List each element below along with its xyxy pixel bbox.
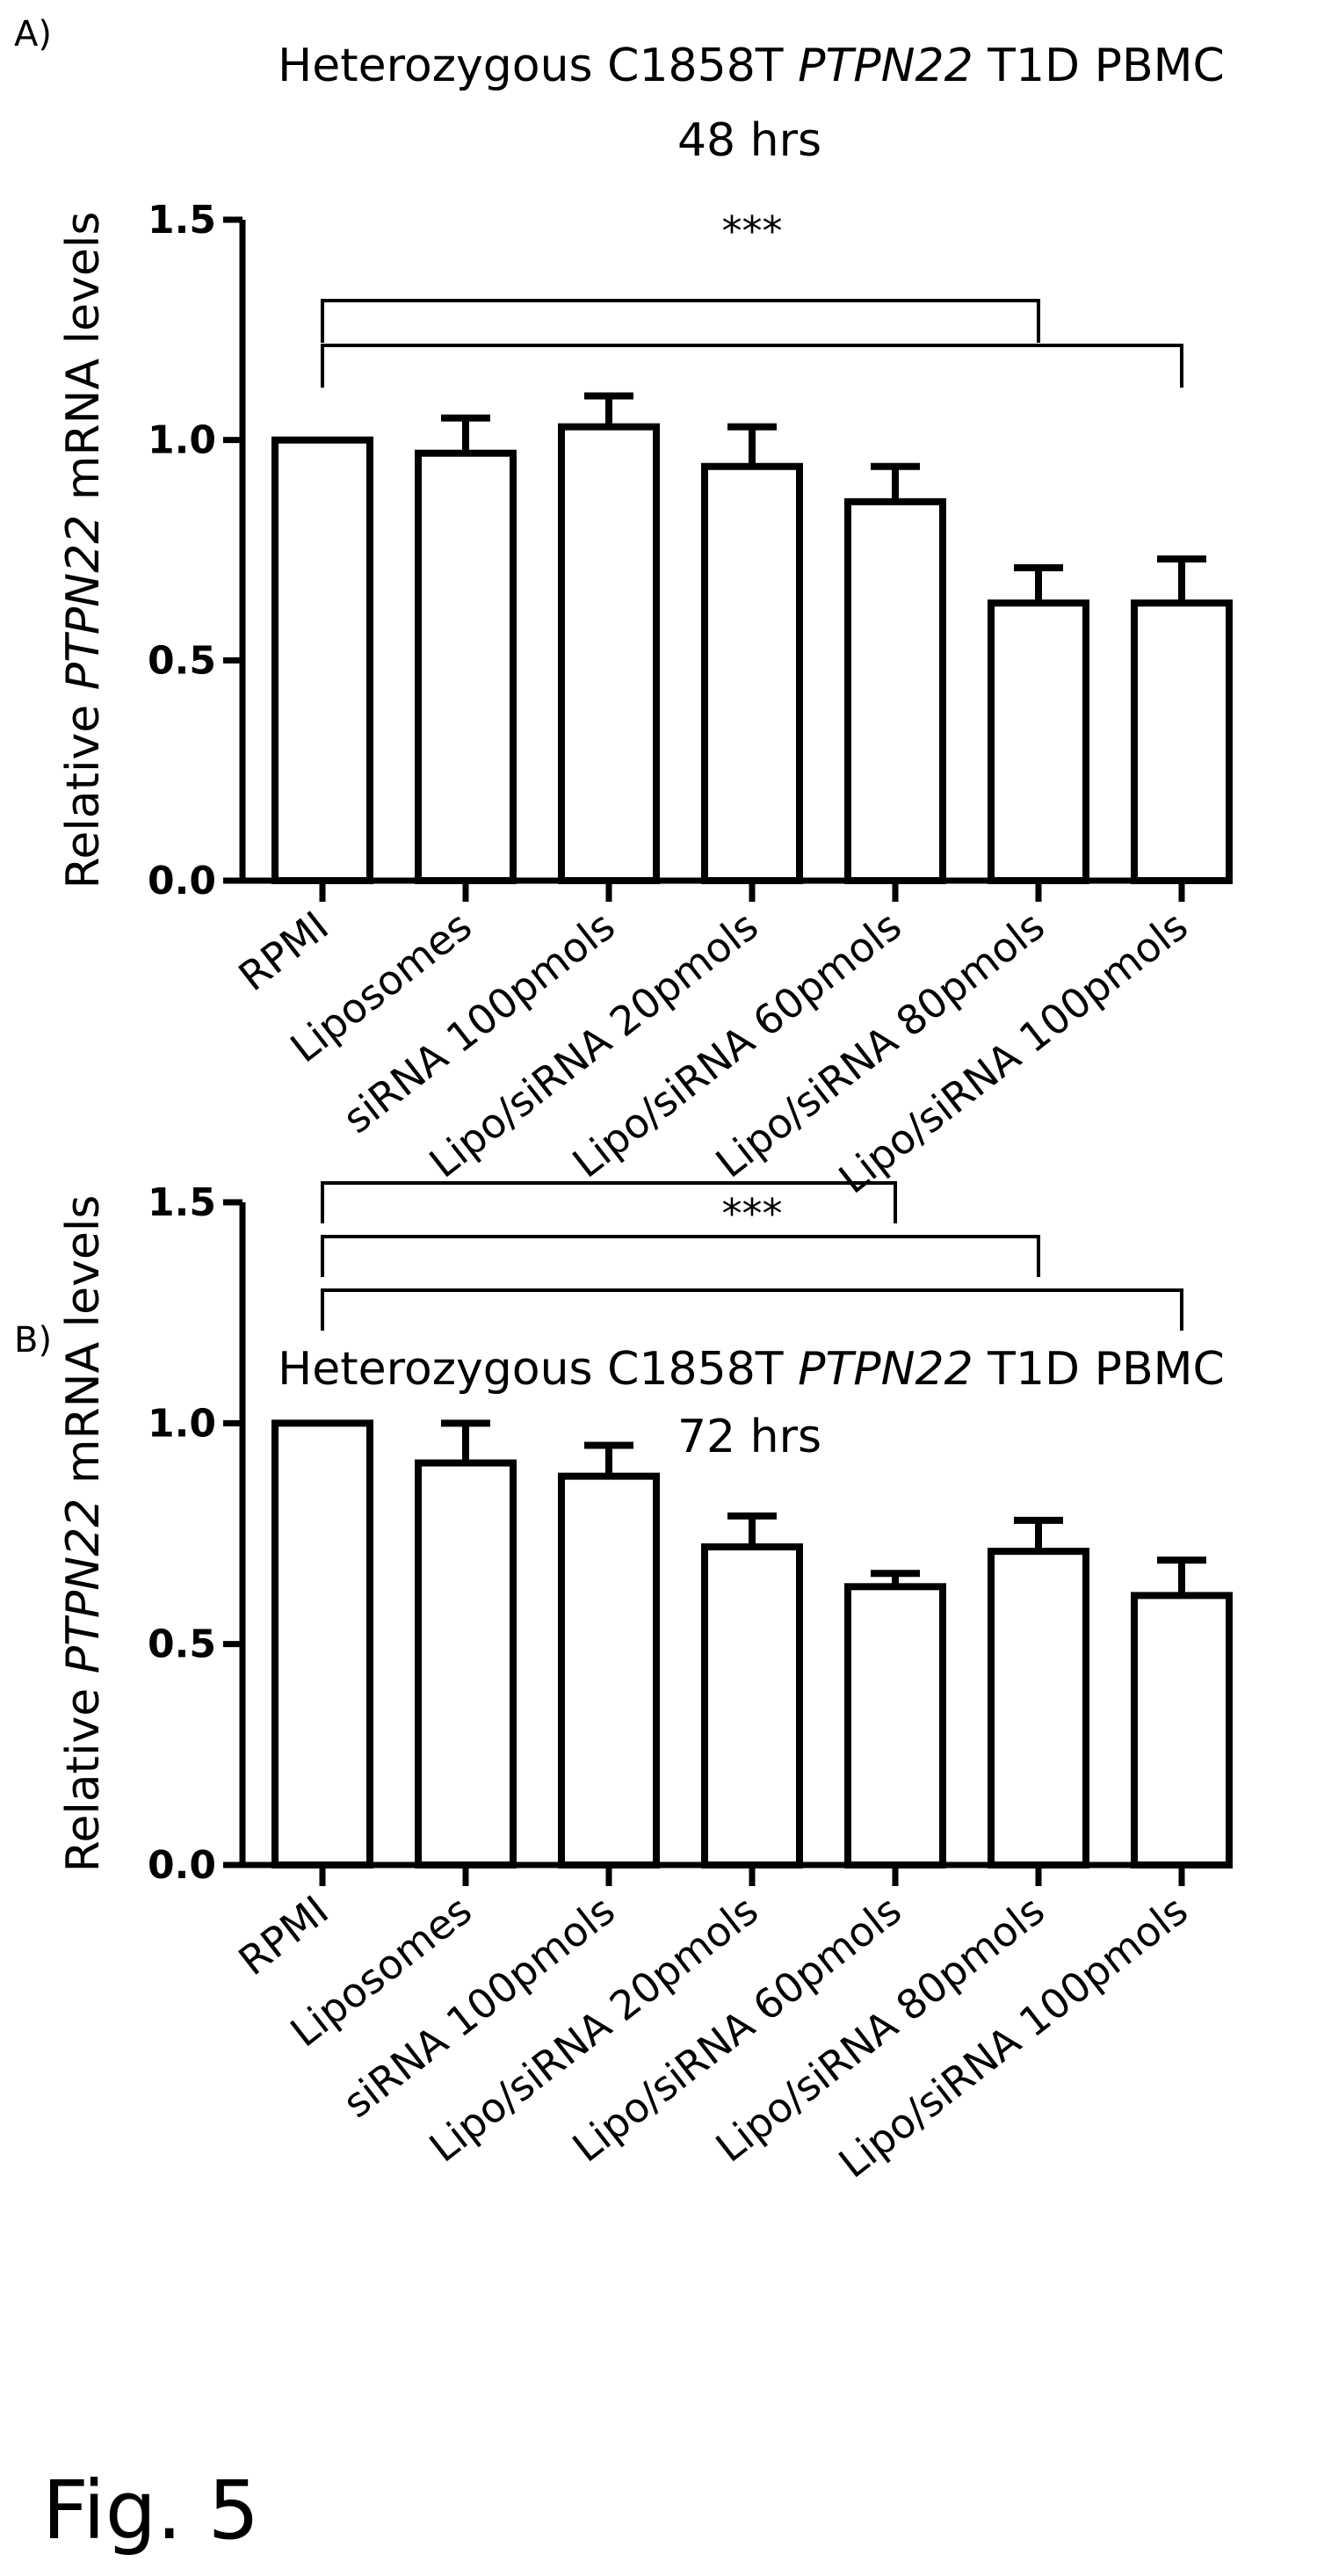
y-tick-label: 0.0 xyxy=(148,1843,216,1888)
significance-bracket xyxy=(321,1181,897,1223)
chart-title: Heterozygous C1858T PTPN22 T1D PBMC xyxy=(278,1343,1225,1396)
chart-title: Heterozygous C1858T PTPN22 T1D PBMC xyxy=(278,40,1225,92)
y-tick-label: 1.5 xyxy=(148,198,216,243)
chart-panel-1: A) Heterozygous C1858T PTPN22 T1D PBMC 48 … xyxy=(14,14,1233,1203)
significance-bracket xyxy=(321,299,1040,343)
significance-label: *** xyxy=(722,207,783,255)
panel-letter: A) xyxy=(14,14,52,54)
y-tick-label: 1.0 xyxy=(148,1401,216,1446)
bar xyxy=(415,449,517,884)
bar xyxy=(271,436,373,884)
y-tick-label: 0.5 xyxy=(148,638,216,683)
bar xyxy=(701,462,803,884)
figure-label: Fig. 5 xyxy=(42,2464,259,2558)
chart-subtitle: 48 hrs xyxy=(677,114,821,167)
y-tick-label: 1.0 xyxy=(148,418,216,463)
bar xyxy=(1131,1592,1233,1869)
y-tick-label: 0.0 xyxy=(148,859,216,903)
bar xyxy=(558,1472,660,1869)
y-axis-label: Relative PTPN22 mRNA levels xyxy=(57,212,110,889)
x-tick-label: RPMI xyxy=(230,1886,337,1985)
y-axis-label: Relative PTPN22 mRNA levels xyxy=(57,1195,110,1873)
chart-subtitle: 72 hrs xyxy=(677,1411,821,1463)
chart-panel-2: B) Heterozygous C1858T PTPN22 T1D PBMC 72 … xyxy=(14,1180,1233,2188)
significance-label: *** xyxy=(722,1190,783,1237)
bar xyxy=(988,599,1089,884)
panel-letter: B) xyxy=(14,1320,52,1361)
bar xyxy=(558,423,660,885)
bar xyxy=(415,1459,517,1869)
bar xyxy=(988,1548,1089,1869)
bar xyxy=(1131,599,1233,884)
y-tick-label: 0.5 xyxy=(148,1622,216,1667)
significance-bracket xyxy=(321,1288,1183,1331)
bar xyxy=(271,1419,373,1869)
bar xyxy=(844,1583,946,1869)
bar xyxy=(701,1543,803,1869)
significance-bracket xyxy=(321,344,1183,388)
significance-bracket xyxy=(321,1235,1040,1277)
y-tick-label: 1.5 xyxy=(148,1180,216,1225)
x-tick-label: RPMI xyxy=(230,902,337,1000)
bar xyxy=(844,497,946,884)
